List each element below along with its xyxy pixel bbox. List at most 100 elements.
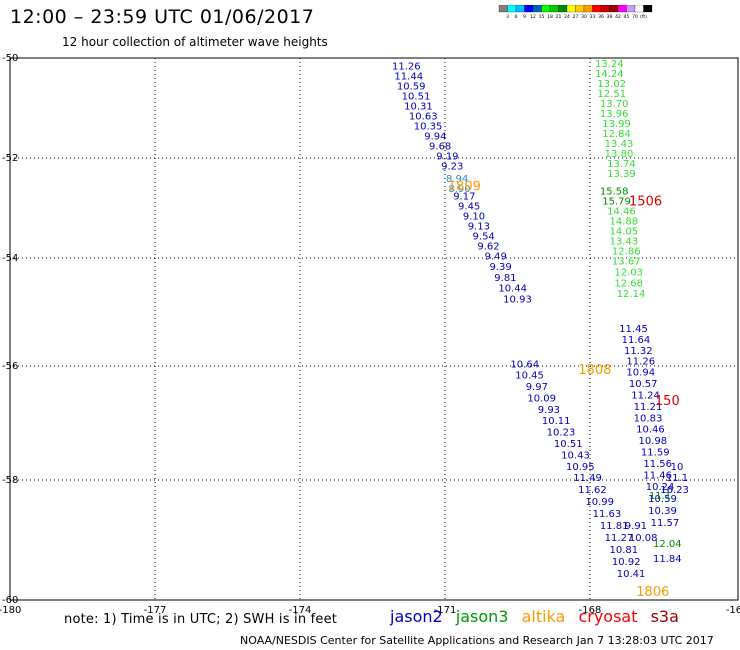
wave-height-value: 9.49 — [485, 252, 507, 263]
wave-height-value: 13.39 — [607, 169, 636, 180]
wave-height-value: 11.26 — [392, 62, 421, 73]
pass-time-label: 1809 — [448, 180, 481, 195]
wave-height-value: 10.99 — [585, 497, 614, 508]
legend-cryosat: cryosat — [578, 607, 638, 626]
wave-height-value: 11.57 — [651, 518, 680, 529]
colorbar-label: 21 — [556, 14, 562, 20]
colorbar-label: 33 — [590, 14, 596, 20]
wave-height-value: 10.08 — [629, 533, 658, 544]
colorbar-label: 36 — [598, 14, 604, 20]
legend-altika: altika — [521, 607, 566, 626]
lat-tick-label: -50 — [2, 53, 18, 64]
wave-height-value: 8.90 — [448, 184, 470, 195]
wave-height-value: 9.93 — [538, 405, 560, 416]
wave-height-value: 10.59 — [397, 82, 426, 93]
wave-height-colorbar: 3 6 9 12 15 18 21 24 27 30 33 36 39 42 45 70 (ft) — [498, 5, 653, 20]
wave-height-value: 10.44 — [498, 284, 527, 295]
wave-height-value: 13.02 — [597, 79, 626, 90]
wave-height-value: 13.96 — [600, 109, 629, 120]
colorbar-label: 42 — [615, 14, 621, 20]
wave-height-value: 12.14 — [617, 289, 646, 300]
colorbar-label: 12 — [530, 14, 536, 20]
pass-time-label: 1808 — [578, 363, 611, 378]
wave-height-value: 11.32 — [624, 346, 653, 357]
lon-tick-label: -171 — [434, 605, 457, 616]
wave-height-value: 13.74 — [607, 159, 636, 170]
lon-tick-label: -180 — [0, 605, 21, 616]
wave-height-value: 10.45 — [515, 371, 544, 382]
wave-height-value: 11.56 — [643, 459, 672, 470]
wave-height-value: 13.67 — [612, 257, 641, 268]
wave-height-value: 10.98 — [639, 436, 668, 447]
wave-height-value: 9.81 — [494, 273, 516, 284]
wave-height-value: 10.51 — [402, 92, 431, 103]
wave-height-value: 11.24 — [631, 391, 660, 402]
colorbar-label: 3 — [506, 14, 509, 20]
pass-time-label: 1506 — [629, 195, 662, 210]
wave-height-value: 12.68 — [614, 278, 643, 289]
wave-height-value: 8.94 — [446, 174, 468, 185]
pass-time-label: 150 — [655, 394, 680, 409]
wave-height-value: 9.97 — [526, 382, 548, 393]
wave-height-value: 9.54 — [473, 232, 495, 243]
wave-height-value: 9.94 — [424, 132, 446, 143]
map-subtitle: 12 hour collection of altimeter wave hei… — [62, 35, 328, 49]
wave-height-value: 11.62 — [578, 485, 607, 496]
wave-height-value: 13.43 — [605, 139, 634, 150]
wave-height-value: 14.88 — [610, 217, 639, 228]
wave-height-value: 14.46 — [607, 207, 636, 218]
legend-jason3: jason3 — [455, 607, 509, 626]
colorbar-label: 24 — [564, 14, 570, 20]
lat-tick-label: -52 — [2, 153, 18, 164]
wave-height-value: 9.39 — [489, 262, 511, 273]
wave-height-value: 10.59 — [648, 494, 677, 505]
wave-height-value: 13.24 — [595, 59, 624, 70]
colorbar-label: 45 — [624, 14, 630, 20]
wave-height-value: 12.84 — [602, 129, 631, 140]
wave-height-value: 10.93 — [503, 295, 532, 306]
map-title: 12:00 – 23:59 UTC 01/06/2017 — [10, 6, 315, 28]
colorbar-label: 9 — [523, 14, 526, 20]
wave-height-value: 11.27 — [605, 533, 634, 544]
lat-tick-label: -56 — [2, 361, 18, 372]
wave-height-value: 11.46 — [643, 470, 672, 481]
wave-height-value: 10.95 — [566, 462, 595, 473]
credit-line: NOAA/NESDIS Center for Satellite Applica… — [240, 634, 714, 647]
wave-height-value: 11.81 — [600, 521, 629, 532]
wave-height-value: 11.64 — [622, 335, 651, 346]
wave-height-value: 10.63 — [409, 112, 438, 123]
wave-height-value: 10.23 — [547, 428, 576, 439]
wave-height-value: 13.43 — [610, 237, 639, 248]
wave-height-value: 9.19 — [436, 152, 458, 163]
wave-height-value: 11.1 — [666, 473, 688, 484]
lon-tick-label: -174 — [289, 605, 312, 616]
lat-tick-label: -58 — [2, 475, 18, 486]
colorbar-label: 15 — [539, 14, 545, 20]
colorbar-label: 30 — [581, 14, 587, 20]
wave-height-value: 11.49 — [573, 473, 602, 484]
wave-height-value: 10.83 — [634, 413, 663, 424]
wave-height-value: 13.80 — [605, 149, 634, 160]
wave-height-value: 10.51 — [554, 439, 583, 450]
wave-height-value: 9.45 — [458, 202, 480, 213]
wave-height-value: 10.09 — [527, 393, 556, 404]
wave-height-value: 10.24 — [646, 482, 675, 493]
wave-height-value: 11.44 — [394, 72, 423, 83]
lat-tick-label: -54 — [2, 253, 18, 264]
wave-height-value: 10.11 — [542, 416, 571, 427]
wave-height-value: 10.92 — [612, 557, 641, 568]
wave-height-value: 9.23 — [441, 162, 463, 173]
wave-height-value: 9.91 — [625, 521, 647, 532]
wave-height-value: 13.99 — [602, 119, 631, 130]
wave-height-value: 9.13 — [468, 222, 490, 233]
map-frame — [9, 57, 739, 601]
pass-time-label: 1806 — [636, 585, 669, 600]
wave-height-value: 15.58 — [600, 187, 629, 198]
wave-height-value: 12.86 — [612, 247, 641, 258]
wave-height-value: 12.03 — [614, 268, 643, 279]
wave-height-value: 10.81 — [610, 545, 639, 556]
colorbar-label: 27 — [573, 14, 579, 20]
wave-height-value: 11.45 — [619, 324, 648, 335]
wave-height-value: 10.39 — [648, 506, 677, 517]
